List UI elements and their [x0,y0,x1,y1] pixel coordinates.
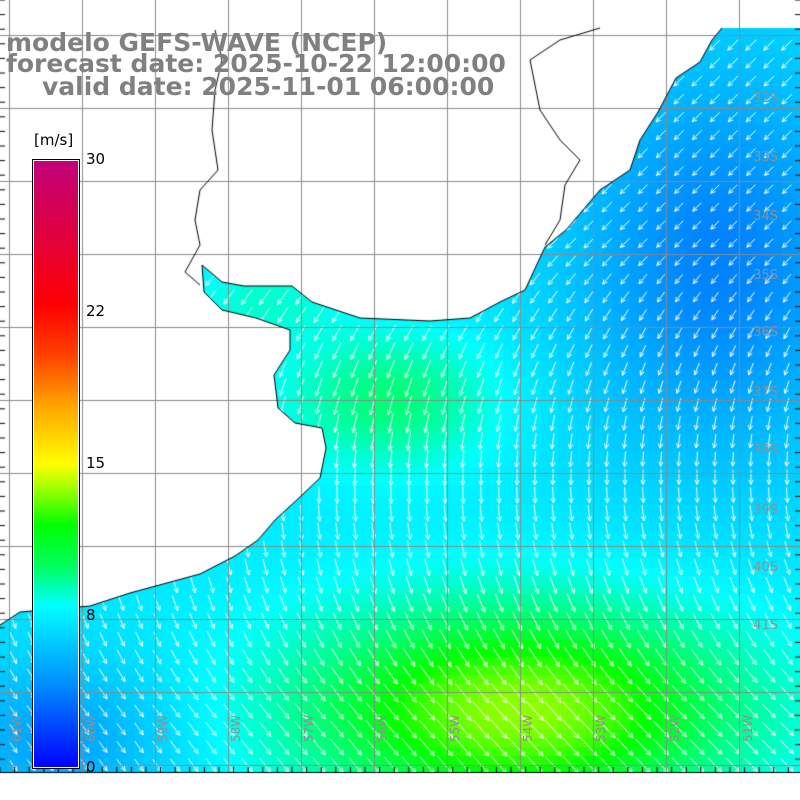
model-title: modelo GEFS-WAVE (NCEP) [6,28,388,57]
lon-label: 59W [156,714,170,742]
lon-label: 54W [521,714,535,742]
lat-label: 38S [753,443,778,458]
lat-label: 37S [753,385,778,400]
lon-label: 51W [741,714,755,742]
lat-label: 32S [753,91,778,106]
lat-label: 34S [753,209,778,224]
valid-date: valid date: 2025-11-01 06:00:00 [42,72,495,101]
colorbar-label-22: 22 [86,302,106,320]
colorbar-gradient [32,159,80,769]
colorbar-label-0: 0 [86,758,96,776]
colorbar-label-15: 15 [86,454,106,472]
colorbar-unit: [m/s] [34,131,74,149]
lat-label: 35S [753,268,778,283]
lon-label: 56W [375,714,389,742]
lon-label: 61W [10,714,24,742]
lat-label: 41S [753,618,778,633]
lon-label: 52W [668,714,682,742]
lon-label: 55W [448,714,462,742]
lon-label: 58W [229,714,243,742]
colorbar-label-30: 30 [86,150,106,168]
lon-label: 60W [84,714,98,742]
lon-label: 53W [594,714,608,742]
lat-label: 40S [753,560,778,575]
lat-label: 39S [753,503,778,518]
lat-label: 36S [753,325,778,340]
lat-label: 33S [753,150,778,165]
forecast-date: forecast date: 2025-10-22 12:00:00 [6,49,506,78]
colorbar-label-8: 8 [86,606,96,624]
lon-label: 57W [302,714,316,742]
